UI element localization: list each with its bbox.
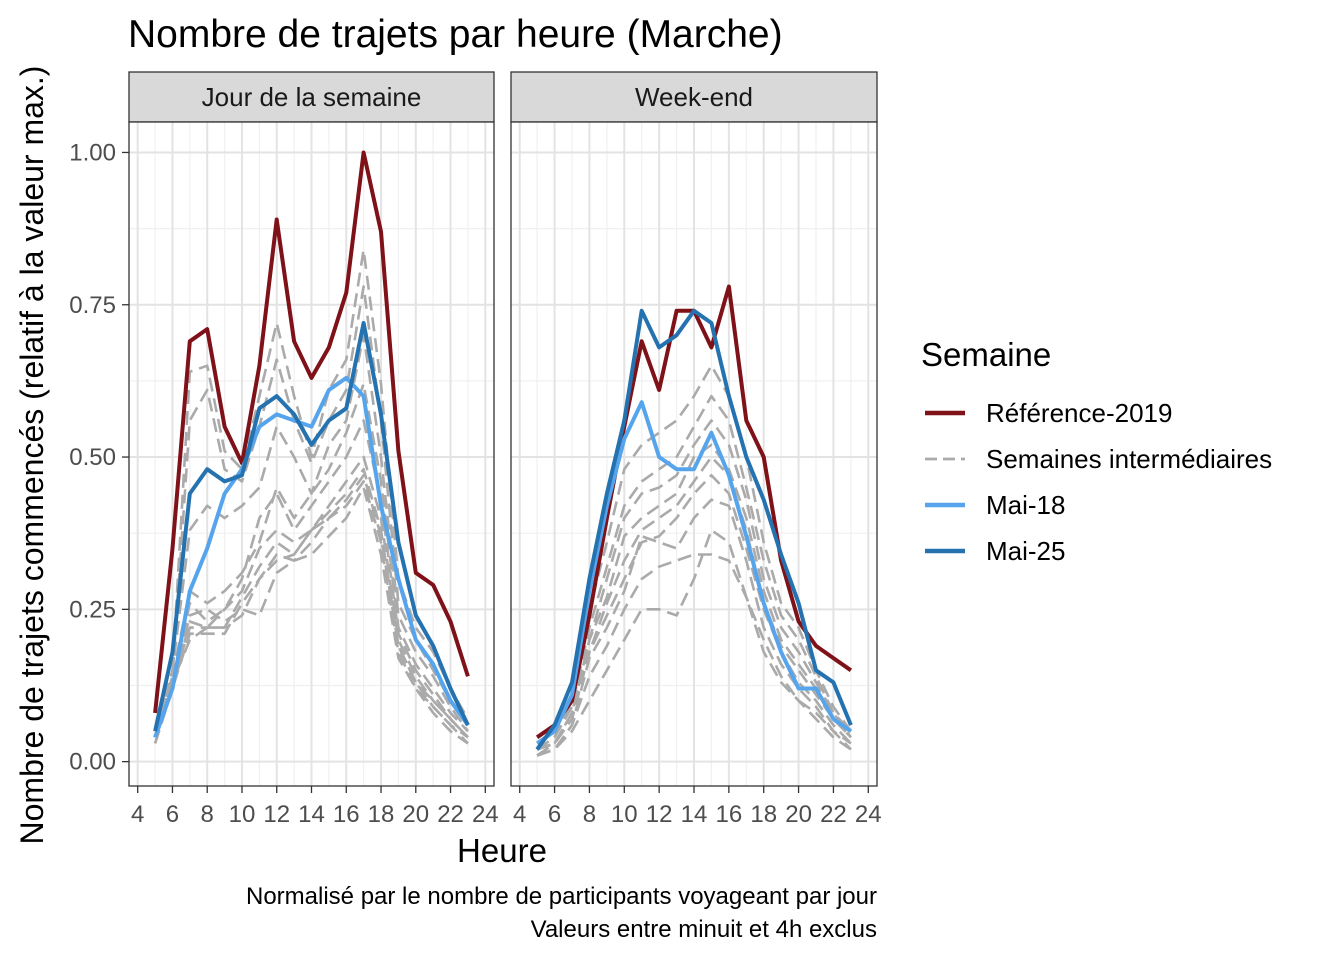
x-tick-label: 10 <box>229 801 256 828</box>
y-tick-label: 0.50 <box>69 444 116 471</box>
panel-week-end: Week-end 4 6 8 10 12 14 16 18 20 22 24 <box>510 71 882 828</box>
x-tick-label: 24 <box>472 801 499 828</box>
series-line-semaines-intermediaires <box>536 394 852 751</box>
x-tick-label: 10 <box>611 801 638 828</box>
x-tick-label: 22 <box>820 801 847 828</box>
series-line-mai-25 <box>153 321 470 732</box>
x-tick-label: 6 <box>548 801 561 828</box>
strip-label: Jour de la semaine <box>202 82 422 112</box>
series-line-semaines-intermediaires <box>153 467 469 739</box>
strip-header <box>128 71 495 123</box>
series-line-semaines-intermediaires <box>153 419 469 739</box>
x-tick-label: 14 <box>681 801 708 828</box>
legend-title: Semaine <box>921 336 1051 373</box>
caption-line-1: Normalisé par le nombre de participants … <box>246 883 877 910</box>
x-tick-label: 22 <box>437 801 464 828</box>
x-tick-label: 8 <box>201 801 214 828</box>
x-tick-label: 12 <box>646 801 673 828</box>
x-tick-label: 18 <box>368 801 395 828</box>
legend-label-mai-18: Mai-18 <box>986 490 1065 520</box>
x-tick-label: 4 <box>131 801 144 828</box>
series-line-semaines-intermediaires <box>536 528 852 757</box>
y-tick-label: 0.25 <box>69 596 116 623</box>
strip-label: Week-end <box>635 82 753 112</box>
series-line-mai-25 <box>535 308 853 751</box>
x-axis-label: Heure <box>457 832 547 869</box>
x-tick-label: 20 <box>785 801 812 828</box>
x-tick-label: 8 <box>583 801 596 828</box>
y-tick-label: 0.00 <box>69 749 116 776</box>
series-line-semaines-intermediaires <box>536 443 852 757</box>
chart-title: Nombre de trajets par heure (Marche) <box>128 13 783 56</box>
series-line-semaines-intermediaires <box>153 480 469 745</box>
legend: Semaine Référence-2019 Semaines intermédi… <box>921 336 1272 566</box>
series-line-semaines-intermediaires <box>536 498 852 757</box>
y-axis-label: Nombre de trajets commencés (relatif à l… <box>14 66 50 845</box>
x-tick-label: 16 <box>333 801 360 828</box>
strip-header <box>510 71 878 123</box>
y-axis-ticks: 0.00 0.25 0.50 0.75 1.00 <box>69 139 129 776</box>
panel-jour-de-la-semaine: Jour de la semaine 4 6 8 10 12 14 16 18 20 22 24 <box>128 71 499 828</box>
legend-label-mai-25: Mai-25 <box>986 536 1065 566</box>
legend-label-reference-2019: Référence-2019 <box>986 398 1172 428</box>
x-tick-label: 20 <box>402 801 429 828</box>
caption-line-2: Valeurs entre minuit et 4h exclus <box>531 916 877 943</box>
series-line-reference-2019 <box>153 150 470 714</box>
series-line-semaines-intermediaires <box>536 473 852 751</box>
series-line-semaines-intermediaires <box>153 285 469 732</box>
series-line-semaines-intermediaires <box>153 382 469 738</box>
x-tick-label: 6 <box>166 801 179 828</box>
x-tick-label: 12 <box>263 801 290 828</box>
x-tick-label: 4 <box>513 801 526 828</box>
series-line-semaines-intermediaires <box>153 333 469 738</box>
x-tick-label: 18 <box>750 801 777 828</box>
y-tick-label: 0.75 <box>69 292 116 319</box>
x-tick-label: 14 <box>298 801 325 828</box>
series-line-semaines-intermediaires <box>153 248 470 738</box>
series-line-mai-18 <box>535 400 853 746</box>
y-tick-label: 1.00 <box>69 139 116 166</box>
legend-label-semaines-intermediaires: Semaines intermédiaires <box>986 444 1272 474</box>
series-line-mai-18 <box>153 375 470 738</box>
x-tick-label: 24 <box>855 801 882 828</box>
x-tick-label: 16 <box>716 801 743 828</box>
